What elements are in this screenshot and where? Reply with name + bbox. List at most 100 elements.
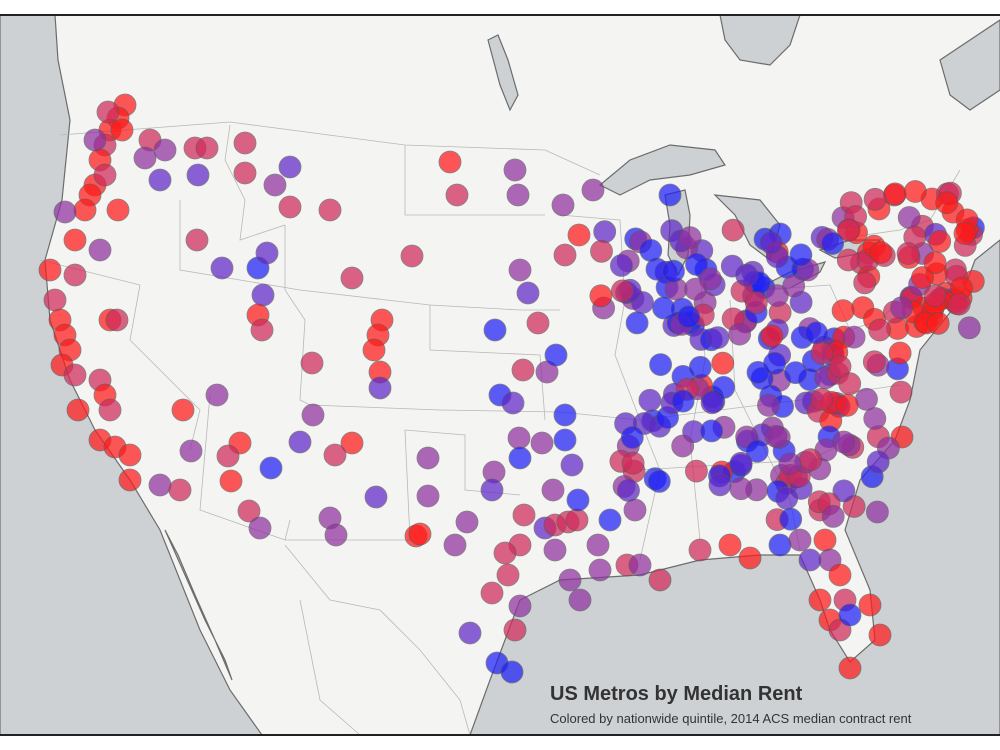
metro-dot (507, 426, 531, 450)
metro-dot (63, 228, 87, 252)
metro-dot (560, 453, 584, 477)
metro-dot (863, 407, 887, 430)
metro-dot (480, 581, 504, 605)
metro-dot (728, 322, 751, 346)
metro-dot (621, 451, 645, 475)
metro-dot (251, 283, 275, 307)
metro-dot (911, 266, 934, 289)
metro-dot (863, 187, 887, 211)
metro-dot (759, 231, 783, 255)
metro-dot (858, 593, 882, 617)
metro-dot (83, 128, 107, 152)
metro-dot (288, 430, 312, 454)
metro-dot (483, 318, 507, 342)
metro-dot (835, 393, 859, 417)
metro-dot (688, 355, 712, 379)
gulf-of-california (164, 529, 233, 681)
metro-dot (526, 311, 550, 335)
metro-dot (541, 478, 565, 502)
metro-dot (278, 155, 302, 179)
metro-dot (340, 266, 364, 290)
metro-dot (789, 243, 813, 267)
metro-dot (171, 398, 195, 422)
metro-dot (362, 338, 386, 362)
metro-dot (853, 271, 877, 295)
metro-dot (677, 305, 701, 329)
metro-dot (685, 252, 708, 276)
metro-dot (903, 180, 927, 203)
metro-dot (185, 228, 209, 252)
metro-dot (237, 499, 261, 523)
metro-dot (503, 618, 527, 642)
metro-dot (106, 198, 130, 222)
metro-dot (836, 248, 860, 272)
border-line (429, 305, 546, 421)
metro-dot (760, 324, 784, 348)
metro-dot (416, 484, 440, 508)
metro-dot (408, 522, 432, 546)
metro-dot (511, 358, 535, 382)
metro-dot (838, 603, 862, 627)
metro-dot (368, 376, 392, 400)
metro-dot (649, 353, 672, 377)
metro-dot (832, 479, 856, 503)
metro-dot (248, 516, 272, 540)
metro-dot (551, 193, 575, 217)
metro-dot (301, 403, 325, 427)
metro-dot (210, 256, 234, 280)
metro-dot (799, 448, 822, 472)
metro-dot (662, 259, 685, 283)
metro-dot (685, 459, 708, 483)
metro-dot (543, 538, 567, 562)
metro-dot (455, 510, 479, 534)
metro-dot (868, 623, 892, 647)
metro-dot (639, 238, 663, 262)
metro-dot (784, 361, 807, 385)
metro-dot (808, 588, 832, 612)
metro-dot (118, 468, 142, 492)
metro-dot (778, 452, 802, 476)
metro-dot (598, 508, 622, 532)
metro-dot (805, 321, 828, 345)
metro-dot (862, 350, 886, 374)
metro-dot (957, 316, 981, 340)
map-subtitle: Colored by nationwide quintile, 2014 ACS… (550, 711, 912, 726)
border-line (179, 200, 560, 311)
metro-dot (340, 431, 364, 455)
lake-winnipeg (487, 34, 519, 112)
metro-dot (763, 351, 786, 375)
metro-dot (530, 431, 554, 455)
metro-dot (813, 528, 837, 552)
metro-dot (593, 220, 617, 244)
border-line (284, 225, 561, 413)
metro-dot (757, 393, 780, 417)
metro-dot (53, 200, 77, 224)
metro-dot (400, 244, 424, 268)
metro-dot (623, 498, 647, 522)
metro-dot (658, 183, 682, 207)
metro-dot (684, 277, 707, 301)
border-line (224, 124, 286, 241)
metro-dot (179, 439, 203, 463)
metro-dot (300, 351, 324, 375)
metro-dot (43, 288, 67, 312)
metro-dot (810, 341, 834, 365)
metro-dot (628, 553, 652, 577)
metro-dot (678, 226, 702, 250)
metro-dot (148, 473, 172, 497)
metro-dot (647, 469, 671, 493)
metro-dot (828, 563, 852, 587)
metro-dot (512, 503, 536, 527)
metro-dot (896, 242, 920, 265)
metro-dot (278, 195, 302, 219)
gulf-of-st-lawrence (939, 19, 1000, 111)
metro-dot (923, 284, 947, 308)
metro-dot (708, 473, 732, 497)
metro-dot (205, 383, 229, 407)
border-line (404, 145, 545, 216)
metro-dot (842, 325, 866, 349)
metro-dot (889, 380, 913, 404)
metro-dot (493, 541, 517, 565)
metro-dot (866, 500, 889, 524)
metro-dot (63, 363, 87, 387)
